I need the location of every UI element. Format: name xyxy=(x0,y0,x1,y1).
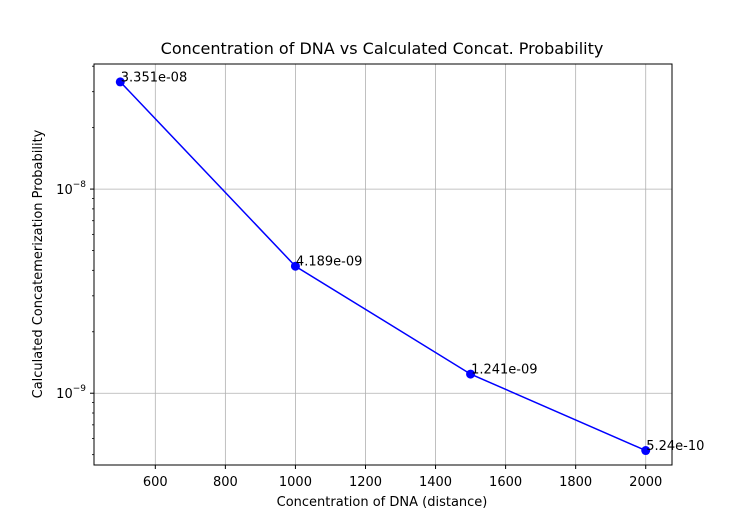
data-point xyxy=(290,261,300,271)
data-point xyxy=(115,77,125,87)
x-tick-label: 2000 xyxy=(629,475,662,490)
x-axis-ticks: 600 800 1000 1200 1400 1600 1800 2000 xyxy=(143,465,662,490)
y-axis-ticks: 10−9 10−8 xyxy=(56,65,94,456)
x-tick-label: 600 xyxy=(143,475,168,490)
x-tick-label: 1400 xyxy=(419,475,452,490)
y-tick-label: 10−9 xyxy=(56,384,86,402)
x-axis-label: Concentration of DNA (distance) xyxy=(277,495,488,510)
chart-title: Concentration of DNA vs Calculated Conca… xyxy=(161,39,604,58)
x-tick-label: 1600 xyxy=(489,475,522,490)
series-line xyxy=(119,81,647,452)
y-tick-label: 10−8 xyxy=(56,180,86,198)
x-tick-label: 1800 xyxy=(559,475,592,490)
data-point xyxy=(641,446,651,456)
series-line-group xyxy=(119,81,647,452)
data-point xyxy=(466,369,476,379)
data-label: 5.24e-10 xyxy=(646,439,704,454)
grid xyxy=(94,64,672,465)
data-label: 4.189e-09 xyxy=(296,255,362,270)
y-axis-label: Calculated Concatemerization Probability xyxy=(31,129,46,398)
data-label: 3.351e-08 xyxy=(121,70,187,85)
x-tick-label: 1200 xyxy=(349,475,382,490)
x-tick-label: 800 xyxy=(213,475,238,490)
data-labels: 3.351e-08 4.189e-09 1.241e-09 5.24e-10 xyxy=(121,70,705,454)
data-points xyxy=(115,77,651,456)
x-tick-label: 1000 xyxy=(279,475,312,490)
plot-area-frame xyxy=(93,63,673,466)
data-label: 1.241e-09 xyxy=(471,363,537,378)
